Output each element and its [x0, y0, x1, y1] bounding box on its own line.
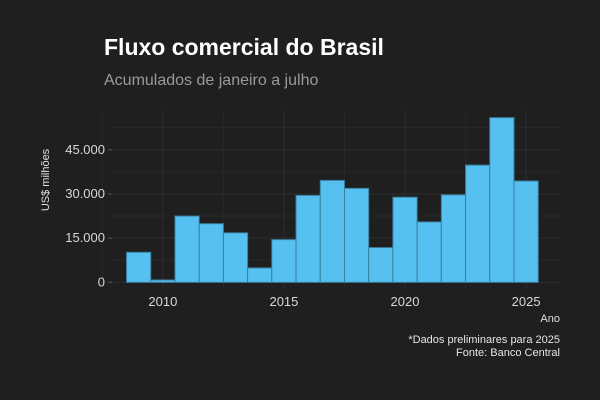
bar-2021	[416, 221, 442, 283]
x-tick-label: 2010	[148, 294, 177, 309]
chart-notes: *Dados preliminares para 2025 Fonte: Ban…	[408, 334, 560, 360]
bar-2016	[295, 194, 321, 283]
bar-2019	[368, 247, 394, 283]
chart-subtitle: Acumulados de janeiro a julho	[104, 72, 319, 89]
bar-2009	[126, 251, 152, 283]
x-axis-label: Ano	[540, 313, 560, 325]
y-tick-label: 15.000	[65, 230, 105, 245]
bar-2013	[222, 232, 249, 283]
bar-2025	[513, 180, 539, 283]
bar-2024	[489, 117, 515, 283]
source-note: Fonte: Banco Central	[456, 347, 560, 359]
preliminary-note: *Dados preliminares para 2025	[408, 334, 560, 346]
y-axis-label: US$ milhões	[40, 148, 52, 211]
bar-2014	[247, 267, 273, 283]
x-tick-label: 2020	[391, 294, 420, 309]
bar-2023	[465, 164, 491, 283]
bar-2018	[343, 187, 370, 283]
bar-2020	[392, 196, 418, 283]
x-tick-label: 2025	[512, 294, 541, 309]
chart-title: Fluxo comercial do Brasil	[104, 34, 384, 60]
bar-2012	[198, 223, 224, 283]
y-tick-label: 30.000	[65, 186, 105, 201]
y-tick-label: 0	[98, 274, 105, 289]
bar-2017	[319, 179, 345, 283]
y-tick-label: 45.000	[65, 142, 105, 157]
bar-2022	[440, 194, 467, 283]
bar-2011	[174, 215, 200, 283]
bar-2015	[271, 239, 297, 283]
bar-2010	[150, 279, 176, 283]
x-tick-label: 2015	[269, 294, 298, 309]
